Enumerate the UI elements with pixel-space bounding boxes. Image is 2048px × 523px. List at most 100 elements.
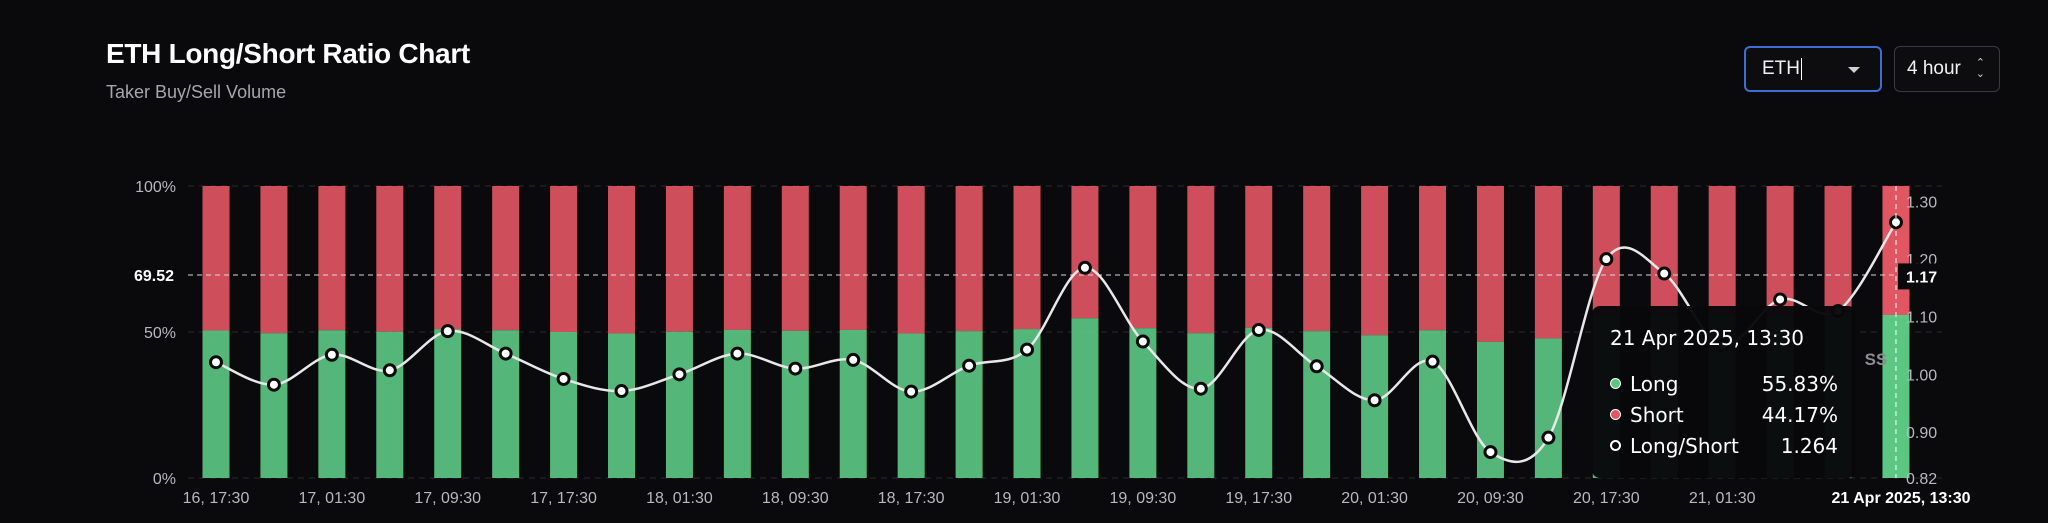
ratio-point: [788, 361, 803, 376]
ratio-point: [498, 346, 513, 361]
ratio-point: [382, 363, 397, 378]
y-right-tick-label: 0.82: [1906, 471, 1937, 488]
up-down-arrows-icon: ⌃ ⌄: [1975, 57, 1985, 80]
tooltip-long-value: 55.83%: [1761, 371, 1838, 396]
short-bar: [1071, 186, 1099, 319]
short-bar: [1708, 186, 1736, 316]
ratio-point: [1309, 359, 1324, 374]
long-bar: [608, 333, 636, 478]
short-bar: [1419, 186, 1447, 331]
short-bar: [1361, 186, 1389, 336]
ratio-point: [614, 384, 629, 399]
y-left-marker-label: 69.52: [134, 268, 174, 285]
short-bar: [492, 186, 520, 331]
short-bar: [1534, 186, 1562, 339]
ratio-point: [1773, 292, 1788, 307]
long-bar: [781, 330, 809, 478]
long-bar: [897, 333, 925, 478]
short-bar: [260, 186, 288, 334]
x-tick-label: 18, 01:30: [646, 490, 713, 507]
ratio-point: [1135, 334, 1150, 349]
short-bar: [1824, 186, 1852, 316]
crosshair-date-bg: [1822, 484, 1980, 512]
long-dot-icon: [1610, 378, 1621, 389]
x-tick-label: 19, 17:30: [1225, 490, 1292, 507]
y-right-marker-bg: [1898, 263, 1978, 290]
asset-select-value: ETH: [1762, 58, 1800, 79]
ratio-point: [324, 347, 339, 362]
ratio-point: [672, 367, 687, 382]
ratio-point: [846, 352, 861, 367]
ratio-point: [1193, 381, 1208, 396]
short-bar: [434, 186, 462, 330]
x-tick-label: 18, 17:30: [878, 490, 945, 507]
y-right-tick-label: 1.00: [1906, 367, 1937, 384]
ratio-point: [1483, 445, 1498, 460]
long-bar: [1071, 318, 1099, 478]
short-bar: [1476, 186, 1504, 342]
long-bar: [202, 330, 230, 478]
x-tick-label: 17, 17:30: [530, 490, 597, 507]
x-tick-label: 20, 17:30: [1573, 490, 1640, 507]
y-right-tick-label: 1.10: [1906, 310, 1937, 327]
ratio-point: [1657, 266, 1672, 281]
tooltip-row-long: Long 55.83%: [1610, 368, 1838, 399]
ratio-point: [1077, 260, 1092, 275]
tooltip-date: 21 Apr 2025, 13:30: [1610, 326, 1805, 350]
chart-tooltip: 21 Apr 2025, 13:30 Long 55.83% Short 44.…: [1592, 306, 1856, 478]
short-bar: [608, 186, 636, 334]
short-bar: [1245, 186, 1273, 328]
short-bar: [1013, 186, 1041, 330]
long-bar: [1187, 333, 1215, 478]
long-bar: [550, 332, 578, 478]
short-bar: [781, 186, 809, 331]
long-bar: [1303, 331, 1331, 478]
short-bar: [1650, 186, 1678, 316]
ratio-point: [1367, 393, 1382, 408]
long-bar: [376, 331, 404, 478]
x-tick-label: 19, 09:30: [1110, 490, 1177, 507]
ratio-point: [904, 384, 919, 399]
short-bar: [955, 186, 983, 332]
short-bar: [665, 186, 693, 332]
interval-select-value: 4 hour: [1907, 58, 1961, 79]
tooltip-ratio-label: Long/Short: [1630, 433, 1739, 458]
ratio-point: [1251, 322, 1266, 337]
ratio-point: [962, 358, 977, 373]
long-bar: [1419, 330, 1447, 478]
short-bar: [550, 186, 578, 332]
tooltip-row-short: Short 44.17%: [1610, 399, 1838, 430]
ratio-point: [266, 377, 281, 392]
short-bar: [839, 186, 867, 330]
ratio-point: [730, 346, 745, 361]
x-tick-label: 19, 01:30: [994, 490, 1061, 507]
chevron-down-icon: [1848, 67, 1860, 73]
short-bar: [202, 186, 230, 331]
x-tick-label: 17, 09:30: [414, 490, 481, 507]
tooltip-ratio-value: 1.264: [1780, 433, 1838, 458]
short-bar: [1129, 186, 1157, 329]
interval-select[interactable]: 4 hour ⌃ ⌄: [1894, 46, 2000, 92]
asset-select[interactable]: ETH: [1744, 46, 1882, 92]
long-bar: [260, 333, 288, 478]
tooltip-short-value: 44.17%: [1761, 402, 1838, 427]
short-bar: [1303, 186, 1331, 332]
short-bar: [897, 186, 925, 334]
x-tick-label: 18, 09:30: [762, 490, 829, 507]
y-left-tick-label: 0%: [153, 471, 176, 488]
page-title: ETH Long/Short Ratio Chart: [106, 38, 470, 69]
x-tick-label: 16, 17:30: [183, 490, 250, 507]
ratio-point: [1425, 354, 1440, 369]
text-cursor: [1801, 58, 1802, 80]
y-left-marker-bg: [122, 262, 184, 289]
ratio-dot-icon: [1610, 440, 1621, 451]
ratio-point: [1020, 342, 1035, 357]
short-bar: [318, 186, 346, 331]
long-bar: [839, 329, 867, 478]
ratio-point: [1599, 252, 1614, 267]
ratio-point: [1541, 430, 1556, 445]
crosshair-date-label: 21 Apr 2025, 13:30: [1831, 490, 1970, 507]
long-bar: [665, 331, 693, 478]
long-bar: [434, 329, 462, 478]
x-tick-label: 17, 01:30: [298, 490, 365, 507]
